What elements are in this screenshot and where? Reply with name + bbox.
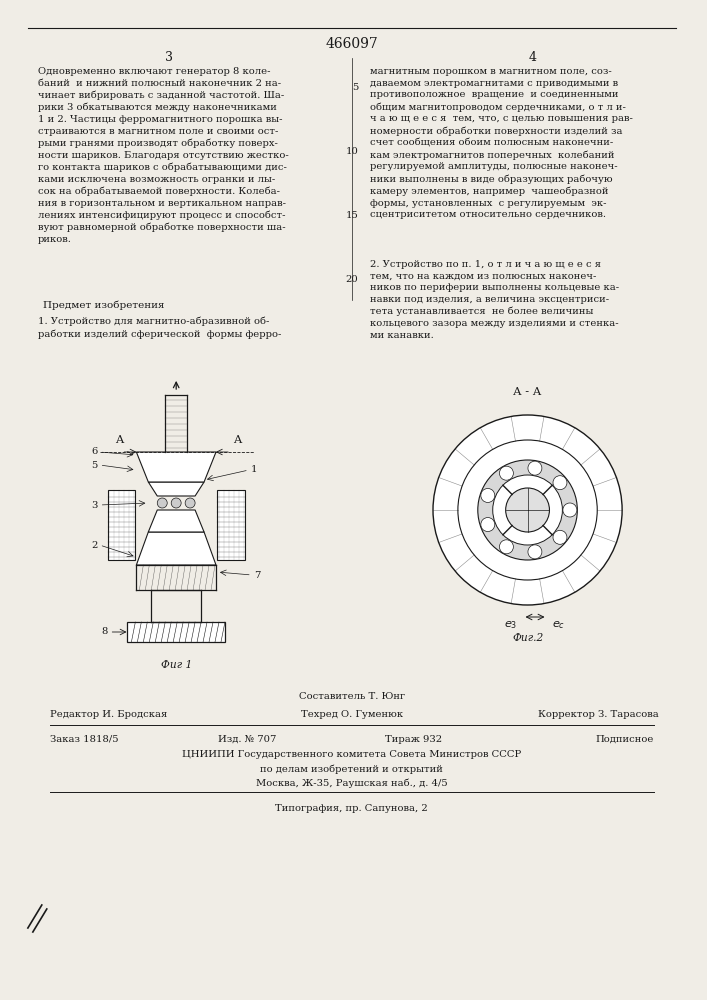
Text: Тираж 932: Тираж 932 bbox=[385, 735, 442, 744]
Text: 1. Устройство для магнитно-абразивной об-
работки изделий сферической  формы фер: 1. Устройство для магнитно-абразивной об… bbox=[38, 317, 281, 339]
Text: Составитель Т. Юнг: Составитель Т. Юнг bbox=[299, 692, 405, 701]
Circle shape bbox=[493, 475, 562, 545]
Text: Фиг 1: Фиг 1 bbox=[160, 660, 192, 670]
Text: $e_c$: $e_c$ bbox=[552, 619, 566, 631]
Text: A: A bbox=[115, 435, 124, 445]
Bar bbox=[127, 622, 225, 642]
Circle shape bbox=[481, 518, 495, 532]
Text: 2: 2 bbox=[91, 540, 98, 550]
Text: 6: 6 bbox=[91, 448, 98, 456]
Bar bbox=[217, 490, 245, 560]
Circle shape bbox=[506, 488, 549, 532]
Text: А - А: А - А bbox=[513, 387, 542, 397]
Polygon shape bbox=[148, 510, 204, 532]
Text: магнитным порошком в магнитном поле, соз-
даваемом электромагнитами с приводимым: магнитным порошком в магнитном поле, соз… bbox=[370, 67, 633, 219]
Text: Корректор З. Тарасова: Корректор З. Тарасова bbox=[538, 710, 659, 719]
Circle shape bbox=[185, 498, 195, 508]
Text: 3: 3 bbox=[165, 51, 173, 64]
Circle shape bbox=[478, 460, 578, 560]
Circle shape bbox=[499, 540, 513, 554]
Circle shape bbox=[157, 498, 168, 508]
Text: A: A bbox=[233, 435, 241, 445]
Circle shape bbox=[458, 440, 597, 580]
Text: 20: 20 bbox=[346, 275, 358, 284]
Text: 2. Устройство по п. 1, о т л и ч а ю щ е е с я
тем, что на каждом из полюсных на: 2. Устройство по п. 1, о т л и ч а ю щ е… bbox=[370, 260, 619, 340]
Text: Москва, Ж-35, Раушская наб., д. 4/5: Москва, Ж-35, Раушская наб., д. 4/5 bbox=[256, 778, 448, 788]
Circle shape bbox=[563, 503, 577, 517]
Circle shape bbox=[528, 461, 542, 475]
Bar bbox=[107, 490, 135, 560]
Text: Одновременно включают генератор 8 коле-
баний  и нижний полюсный наконечник 2 на: Одновременно включают генератор 8 коле- … bbox=[38, 67, 288, 244]
Text: Техред О. Гуменюк: Техред О. Гуменюк bbox=[300, 710, 403, 719]
Text: 5: 5 bbox=[352, 83, 358, 92]
Text: ЦНИИПИ Государственного комитета Совета Министров СССР: ЦНИИПИ Государственного комитета Совета … bbox=[182, 750, 522, 759]
Text: 1: 1 bbox=[251, 466, 257, 475]
Text: 8: 8 bbox=[101, 628, 107, 637]
Text: 7: 7 bbox=[254, 570, 260, 580]
Text: $e_3$: $e_3$ bbox=[504, 619, 518, 631]
Circle shape bbox=[433, 415, 622, 605]
Circle shape bbox=[499, 466, 513, 480]
Text: Подписное: Подписное bbox=[595, 735, 654, 744]
Circle shape bbox=[528, 545, 542, 559]
Text: 466097: 466097 bbox=[325, 37, 378, 51]
Circle shape bbox=[553, 530, 567, 544]
Text: Заказ 1818/5: Заказ 1818/5 bbox=[49, 735, 118, 744]
Text: Изд. № 707: Изд. № 707 bbox=[218, 735, 276, 744]
Circle shape bbox=[553, 476, 567, 490]
Text: 3: 3 bbox=[91, 500, 98, 510]
Text: 5: 5 bbox=[91, 460, 98, 470]
Polygon shape bbox=[136, 452, 216, 482]
Text: 10: 10 bbox=[346, 147, 358, 156]
Text: по делам изобретений и открытий: по делам изобретений и открытий bbox=[260, 764, 443, 774]
Text: 4: 4 bbox=[529, 51, 537, 64]
Text: Фиг.2: Фиг.2 bbox=[512, 633, 543, 643]
Text: Редактор И. Бродская: Редактор И. Бродская bbox=[49, 710, 167, 719]
Polygon shape bbox=[136, 532, 216, 565]
Polygon shape bbox=[148, 482, 204, 496]
Text: 15: 15 bbox=[346, 212, 358, 221]
Circle shape bbox=[171, 498, 181, 508]
Text: Типография, пр. Сапунова, 2: Типография, пр. Сапунова, 2 bbox=[276, 804, 428, 813]
Text: Предмет изобретения: Предмет изобретения bbox=[43, 300, 164, 310]
Circle shape bbox=[481, 488, 495, 502]
